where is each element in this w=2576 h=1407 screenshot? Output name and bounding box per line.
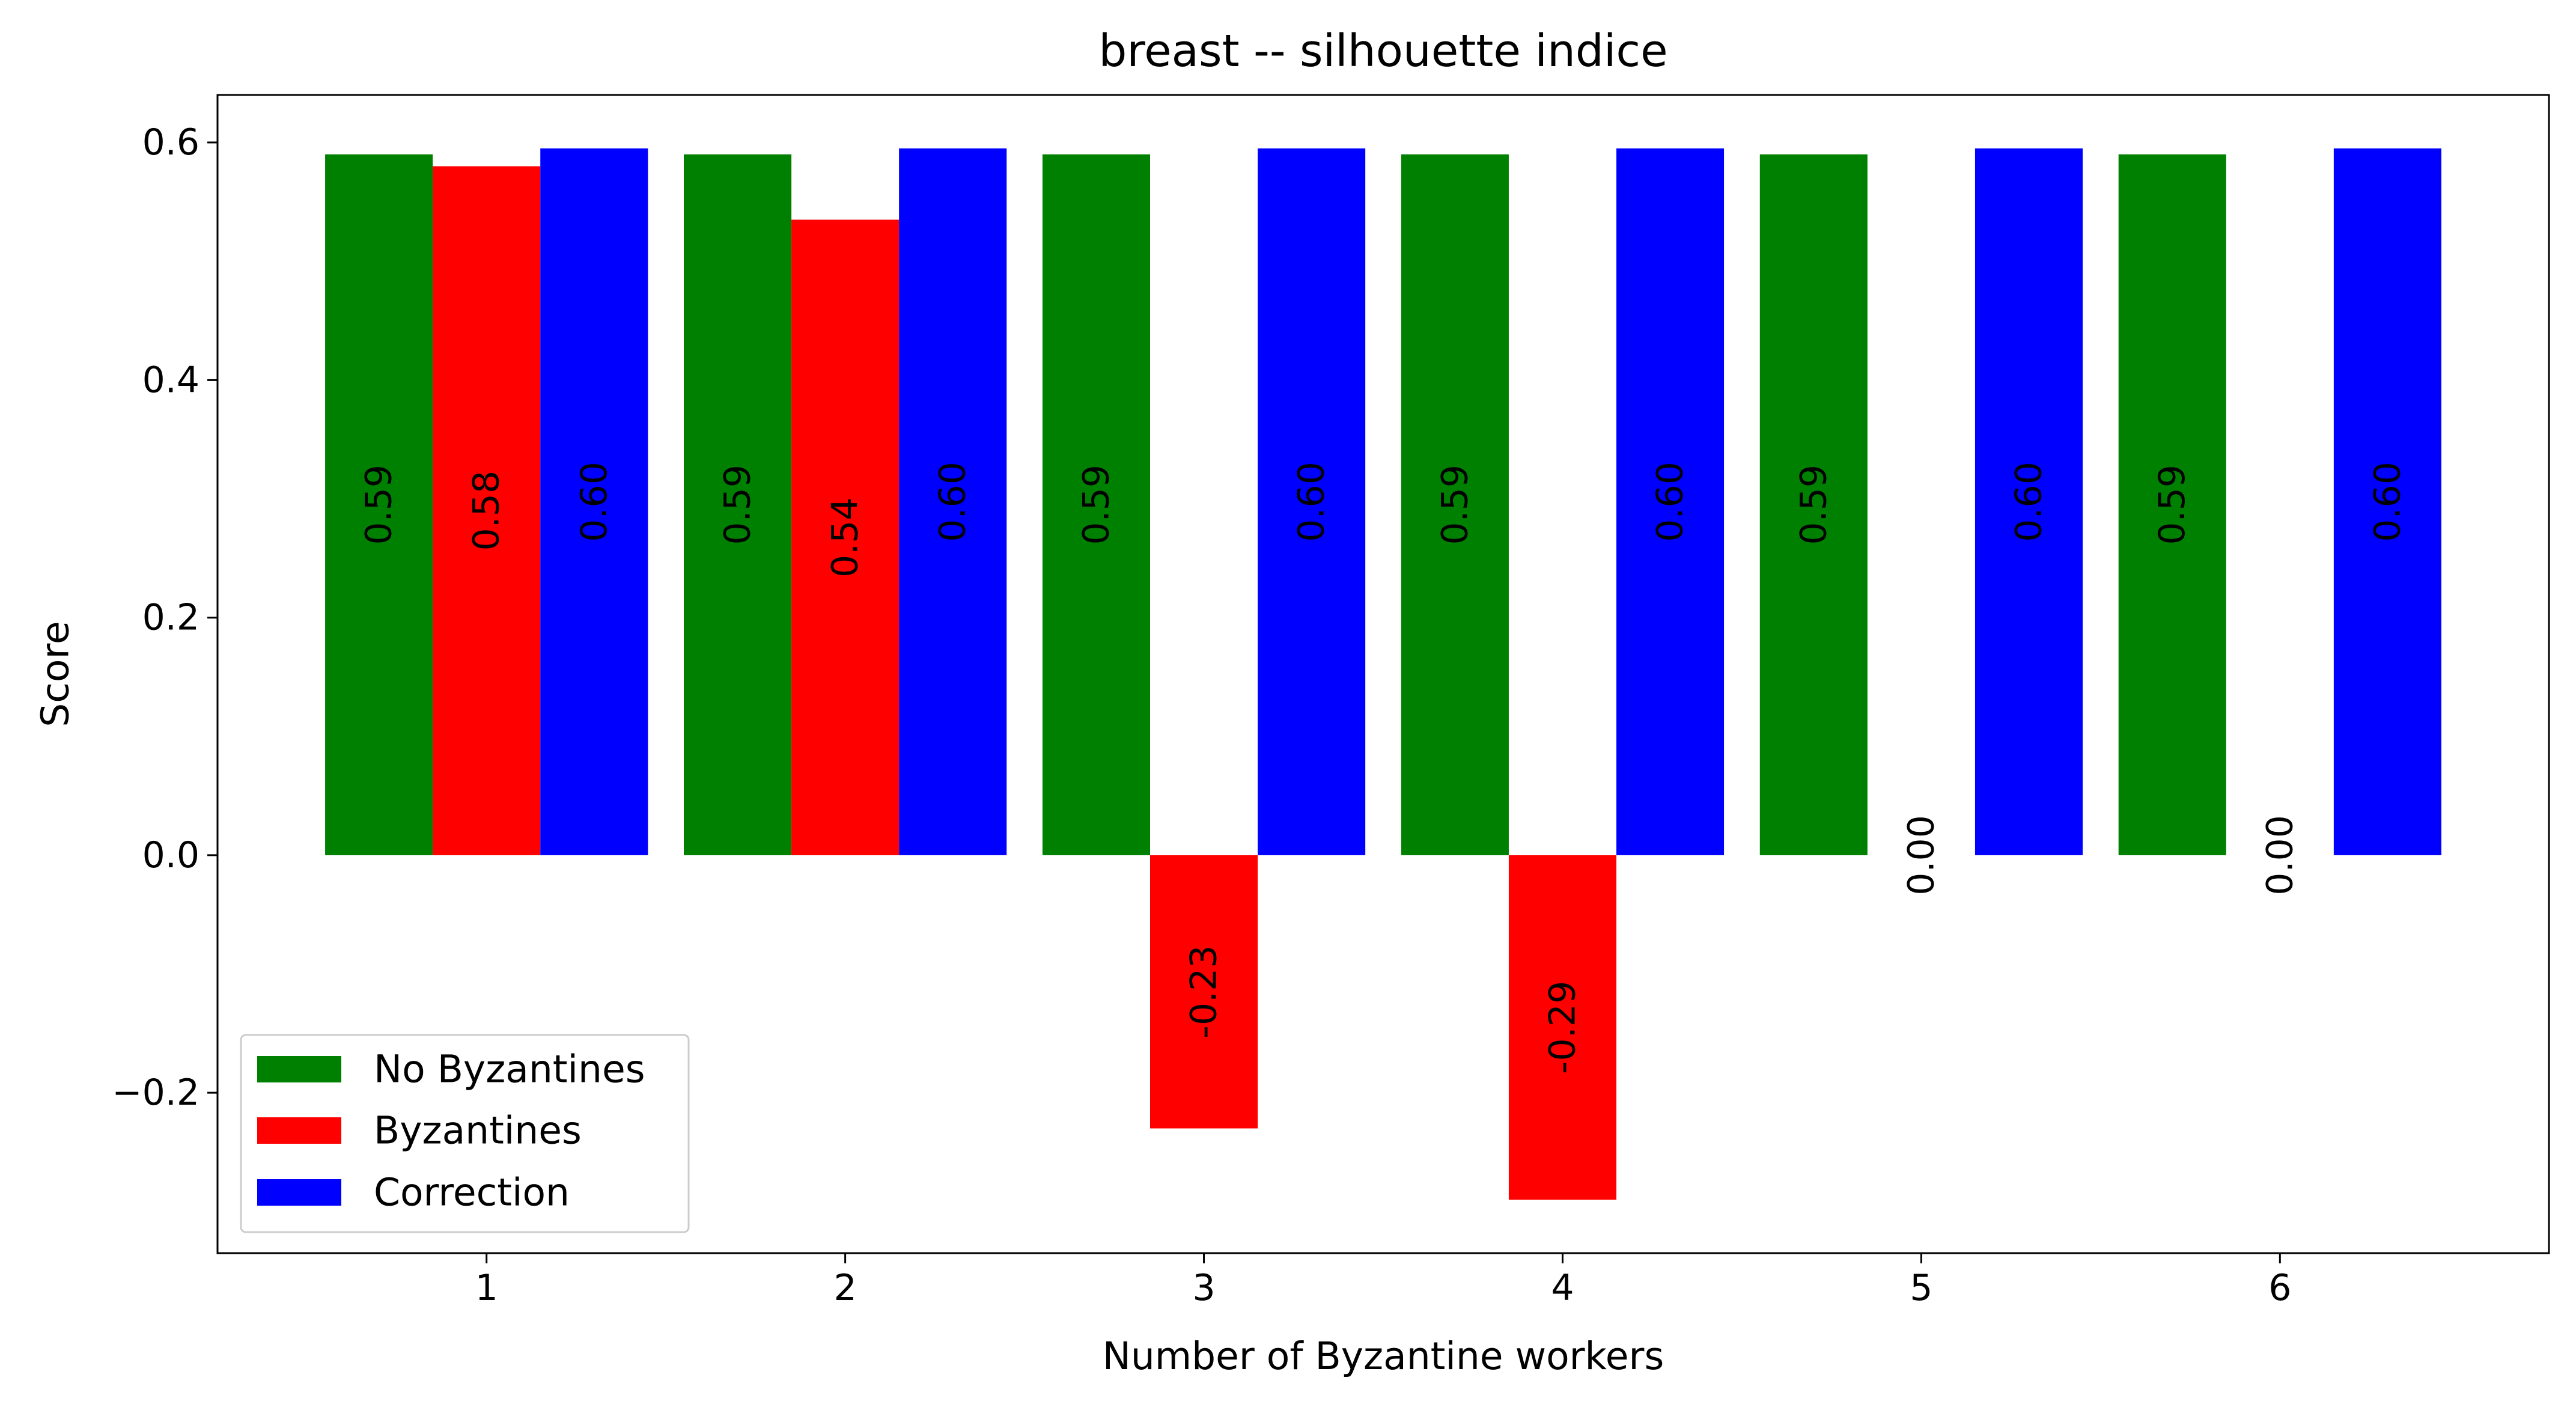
data-label-correction-5: 0.60 [2008,462,2050,542]
bar-no-byzantines-5 [1759,154,1868,855]
x-tick-label: 4 [1551,1267,1574,1309]
data-label-correction-2: 0.60 [932,462,974,542]
bar-byzantines-3 [1150,855,1258,1129]
data-label-byzantines-1: 0.58 [466,471,508,551]
data-label-byzantines-6: 0.00 [2259,815,2301,896]
legend-label-correction: Correction [374,1171,570,1215]
bar-correction-1 [540,148,648,855]
x-tick-label: 3 [1192,1267,1215,1309]
data-label-no-byzantines-5: 0.59 [1792,465,1835,545]
y-axis-title: Score [34,621,78,727]
legend-box [240,1034,690,1233]
data-label-no-byzantines-2: 0.59 [717,465,759,545]
x-tick-label: 6 [2268,1267,2291,1309]
data-labels-layer: 0.59 0.59 0.59 0.59 0.59 0.59 0.58 0.54 -0.23 -0.… [358,462,2409,1074]
legend-items: No Byzantines Byzantines Correction [257,1048,645,1215]
y-axis: −0.2 0.0 0.2 0.4 0.6 [112,121,218,1114]
data-label-no-byzantines-6: 0.59 [2151,465,2193,545]
bar-correction-4 [1616,148,1725,855]
bar-no-byzantines-3 [1042,154,1150,855]
data-label-no-byzantines-4: 0.59 [1434,465,1476,545]
data-label-correction-3: 0.60 [1291,462,1333,542]
data-label-correction-1: 0.60 [573,462,615,542]
bar-no-byzantines-4 [1401,154,1509,855]
data-label-no-byzantines-3: 0.59 [1075,465,1117,545]
legend-swatch-correction [257,1179,341,1206]
bar-correction-2 [899,148,1007,855]
bar-correction-3 [1258,148,1366,855]
data-label-correction-4: 0.60 [1649,462,1691,542]
bar-no-byzantines-2 [684,154,792,855]
data-label-no-byzantines-1: 0.59 [358,465,400,545]
chart-title: breast -- silhouette indice [1098,25,1667,77]
bar-correction-5 [1975,148,2083,855]
legend-swatch-no-byzantines [257,1056,341,1082]
y-tick-label: −0.2 [112,1072,199,1114]
data-label-correction-6: 0.60 [2366,462,2408,542]
bar-no-byzantines-1 [325,154,433,855]
legend-swatch-byzantines [257,1117,341,1144]
bar-byzantines-2 [791,219,900,855]
y-tick-label: 0.2 [142,597,199,639]
x-tick-label: 5 [1910,1267,1932,1309]
legend: No Byzantines Byzantines Correction [240,1034,690,1233]
data-label-byzantines-3: -0.23 [1183,945,1225,1039]
bars-layer [325,148,2441,1200]
legend-label-no-byzantines: No Byzantines [374,1048,645,1091]
y-tick-label: 0.0 [142,834,199,876]
data-label-byzantines-2: 0.54 [824,497,866,578]
bar-no-byzantines-6 [2118,154,2226,855]
legend-label-byzantines: Byzantines [374,1109,582,1153]
data-label-byzantines-4: -0.29 [1541,981,1583,1074]
y-tick-label: 0.6 [142,121,199,163]
x-tick-label: 2 [834,1267,857,1309]
data-label-byzantines-5: 0.00 [1900,815,1942,896]
plot-frame [216,94,2550,1254]
bar-byzantines-4 [1508,855,1616,1200]
y-tick-label: 0.4 [142,359,199,401]
x-axis-title: Number of Byzantine workers [1103,1334,1664,1378]
x-tick-label: 1 [475,1267,498,1309]
x-axis: 1 2 3 4 5 6 [475,1253,2291,1309]
bar-correction-6 [2333,148,2441,855]
bar-byzantines-1 [433,166,541,855]
